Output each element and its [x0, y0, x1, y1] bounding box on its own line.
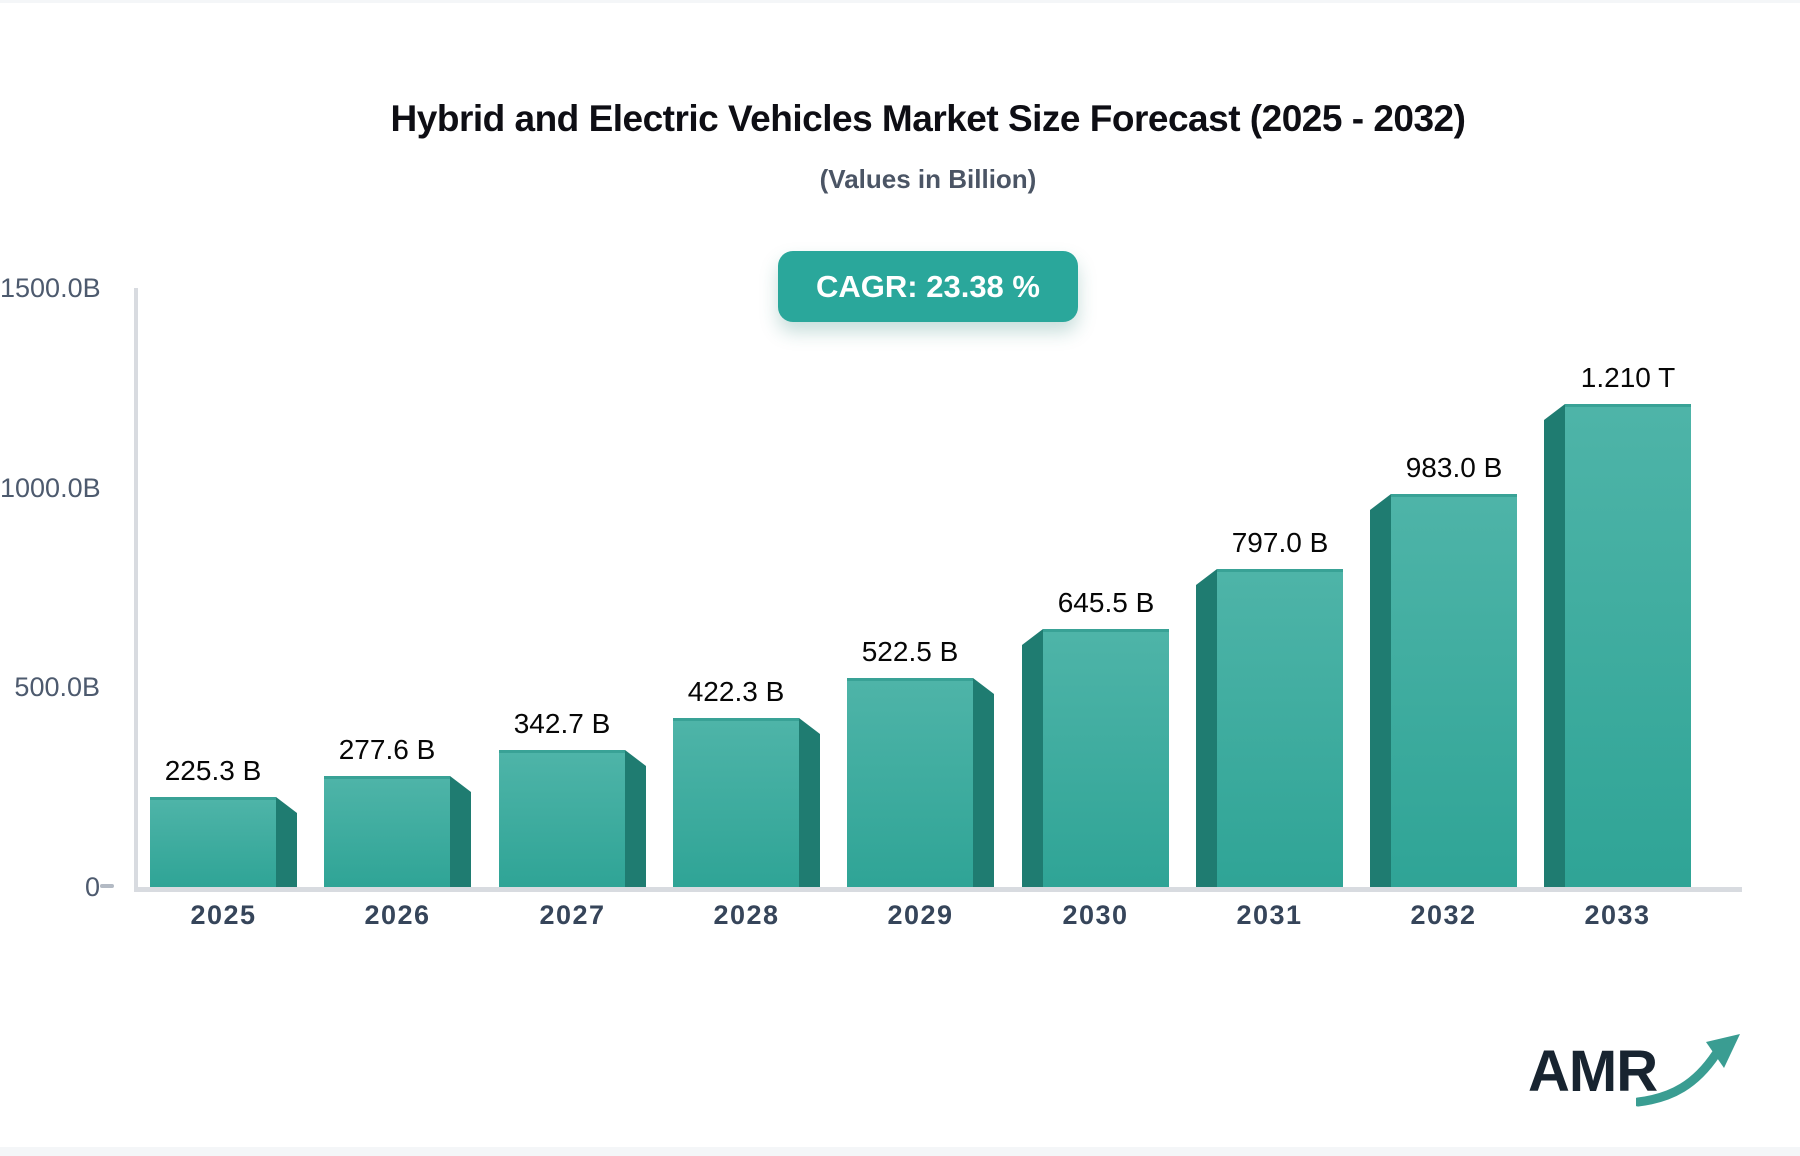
growth-arrow-icon — [1636, 1034, 1740, 1107]
chart-header: Hybrid and Electric Vehicles Market Size… — [56, 98, 1800, 195]
brand-logo-text: AMR — [1528, 1039, 1658, 1104]
bar-face — [673, 718, 799, 887]
x-axis-label: 2028 — [713, 900, 780, 930]
bar: 983.0 B — [1370, 452, 1517, 887]
cagr-badge-label: CAGR: 23.38 % — [816, 268, 1040, 304]
bar-value-label: 277.6 B — [338, 734, 436, 765]
x-axis-label: 2033 — [1584, 900, 1651, 930]
bar-side-face — [276, 797, 297, 887]
bar-side-face — [799, 718, 820, 887]
bar: 422.3 B — [673, 676, 820, 887]
x-axis-label: 2027 — [539, 900, 606, 930]
cagr-badge: CAGR: 23.38 % — [778, 251, 1078, 322]
bar-value-label: 1.210 T — [1580, 362, 1676, 393]
bar-side-face — [1196, 569, 1217, 887]
page-top-border — [0, 0, 1800, 3]
bar: 1.210 T — [1544, 362, 1691, 887]
x-axis-label: 2025 — [190, 900, 257, 930]
y-axis-tick-label: 1000.0B — [0, 473, 101, 503]
bar-face — [499, 750, 625, 887]
brand-logo: AMR — [1528, 1030, 1740, 1120]
page-bottom-border — [0, 1147, 1800, 1156]
bar-face — [324, 776, 450, 887]
chart-title: Hybrid and Electric Vehicles Market Size… — [390, 98, 1466, 139]
x-axis-line — [134, 887, 1742, 892]
bar-side-face — [1370, 494, 1391, 887]
bar-value-label: 522.5 B — [861, 636, 959, 667]
bar-side-face — [1544, 404, 1565, 887]
y-axis-line — [134, 288, 138, 889]
bar-value-label: 225.3 B — [164, 755, 262, 786]
bar-side-face — [973, 678, 994, 887]
bar-value-label: 797.0 B — [1231, 527, 1329, 558]
x-axis-label: 2032 — [1410, 900, 1477, 930]
bar-face — [1217, 569, 1343, 887]
y-axis-tick-label: 0 — [84, 872, 100, 902]
bar-face — [847, 678, 973, 887]
bar-face — [150, 797, 276, 887]
bar-side-face — [450, 776, 471, 887]
bar-face — [1391, 494, 1517, 887]
plot-area: 225.3 B 277.6 B 342.7 B 422.3 B 522.5 B 645.5… — [134, 288, 1742, 887]
bar: 522.5 B — [847, 636, 994, 887]
bar: 797.0 B — [1196, 527, 1343, 887]
x-axis-label: 2029 — [887, 900, 954, 930]
bar-value-label: 645.5 B — [1057, 587, 1155, 618]
x-axis-label: 2026 — [364, 900, 431, 930]
bar-value-label: 983.0 B — [1405, 452, 1503, 483]
bar: 277.6 B — [324, 734, 471, 887]
bar: 645.5 B — [1022, 587, 1169, 887]
x-axis-label: 2030 — [1062, 900, 1129, 930]
bar: 225.3 B — [150, 755, 297, 887]
bar-face — [1565, 404, 1691, 887]
bar-side-face — [1022, 629, 1043, 887]
y-axis-tick-label: 500.0B — [14, 672, 100, 702]
x-axis-label: 2031 — [1236, 900, 1303, 930]
bar-side-face — [625, 750, 646, 887]
y-axis-tick-label: 1500.0B — [0, 273, 101, 303]
bar-value-label: 422.3 B — [687, 676, 785, 707]
chart-subtitle: (Values in Billion) — [819, 164, 1037, 194]
bar-face — [1043, 629, 1169, 887]
zero-tick-mark — [100, 884, 114, 888]
bar-value-label: 342.7 B — [513, 708, 611, 739]
bar: 342.7 B — [499, 708, 646, 887]
